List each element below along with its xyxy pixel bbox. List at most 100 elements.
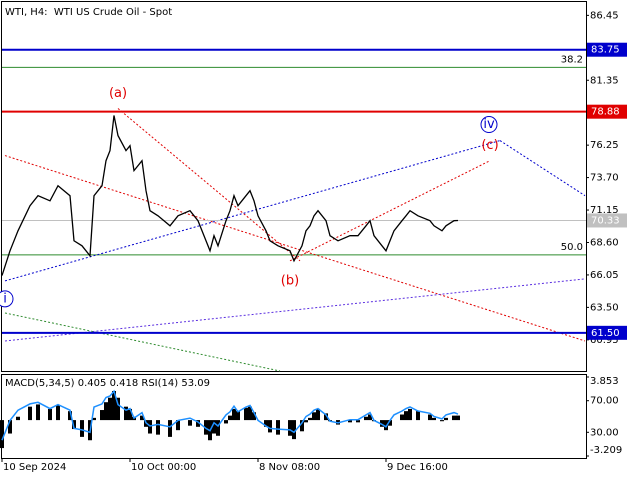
level-label: 61.50 <box>591 328 620 339</box>
macd-bar <box>364 416 368 421</box>
level-box <box>587 325 627 340</box>
rsi-tick-label: 70.00 <box>590 396 619 407</box>
macd-bar <box>440 420 444 422</box>
macd-bar <box>224 420 228 424</box>
y-tick-label: 71.15 <box>590 205 619 216</box>
macd-bar <box>404 411 408 421</box>
macd-bar <box>108 397 112 421</box>
macd-bar <box>116 397 120 421</box>
main-frame <box>1 1 587 372</box>
macd-bar <box>428 414 432 421</box>
macd-bar <box>316 408 320 421</box>
macd-bar <box>264 420 268 427</box>
wave-circle <box>480 116 498 134</box>
trend-line <box>117 108 301 262</box>
macd-bar <box>304 420 308 423</box>
level-label: 70.33 <box>591 215 620 226</box>
y-tick-label: 73.70 <box>590 173 619 184</box>
macd-bar <box>324 413 328 421</box>
level-label: 78.88 <box>591 107 620 118</box>
macd-bar <box>68 411 72 421</box>
macd-bar <box>432 417 436 421</box>
level-box <box>587 42 627 57</box>
macd-bar <box>300 420 304 432</box>
macd-bar <box>248 406 252 421</box>
macd-bar <box>124 406 128 421</box>
macd-bar <box>232 408 236 421</box>
x-tick-label: 8 Nov 08:00 <box>259 462 320 473</box>
macd-bar <box>268 420 272 433</box>
y-tick-label: 66.05 <box>590 270 619 281</box>
macd-bar <box>408 408 412 421</box>
fib-label: 38.2 <box>561 54 583 65</box>
level-label: 83.75 <box>591 45 620 56</box>
macd-bar <box>308 417 312 421</box>
rsi-tick-label: 30.00 <box>590 427 619 438</box>
chart-title: WTI, H4: WTI US Crude Oil - Spot <box>5 7 172 18</box>
wave-label: (a) <box>109 86 127 101</box>
wave-label: (c) <box>481 138 498 153</box>
y-tick-label: 3.853 <box>590 376 619 387</box>
wave-label: (b) <box>281 273 299 288</box>
macd-bar <box>100 410 104 421</box>
macd-bar <box>196 420 200 427</box>
macd-bar <box>456 415 460 421</box>
trend-line <box>4 312 281 372</box>
macd-bar <box>380 420 384 427</box>
macd-bar <box>312 412 316 421</box>
macd-bar <box>416 411 420 421</box>
macd-bar <box>276 420 280 435</box>
wave-circle <box>0 290 14 308</box>
macd-bar <box>28 406 32 421</box>
macd-bar <box>236 411 240 421</box>
macd-bar <box>452 415 456 421</box>
trend-line <box>499 140 586 197</box>
macd-bar <box>72 420 76 430</box>
fib-label: 50.0 <box>561 242 583 253</box>
macd-bar <box>156 420 160 435</box>
y-tick-label: 86.45 <box>590 10 619 21</box>
macd-bar <box>140 415 144 421</box>
macd-bar <box>92 417 96 421</box>
macd-bar <box>168 420 172 437</box>
macd-bar <box>188 420 192 426</box>
x-tick-label: 10 Sep 2024 <box>3 462 66 473</box>
macd-bar <box>388 420 392 426</box>
macd-bar <box>228 415 232 421</box>
y-tick-label: 63.50 <box>590 302 619 313</box>
price-line <box>1 115 459 276</box>
macd-bar <box>36 404 40 421</box>
macd-bar <box>444 417 448 421</box>
macd-bar <box>176 420 180 431</box>
macd-bar <box>288 420 292 436</box>
trend-line <box>4 278 586 342</box>
wave-label: iv <box>483 117 495 132</box>
macd-bar <box>80 420 84 437</box>
y-tick-label: -3.209 <box>590 445 622 456</box>
macd-bar <box>0 420 4 449</box>
macd-bar <box>252 412 256 421</box>
macd-bar <box>348 420 352 423</box>
macd-bar <box>216 420 220 436</box>
trend-line <box>289 160 491 262</box>
macd-bar <box>204 420 208 435</box>
y-tick-label: 60.95 <box>590 335 619 346</box>
x-tick-label: 9 Dec 16:00 <box>387 462 448 473</box>
macd-bar <box>112 391 116 421</box>
macd-bar <box>8 420 12 434</box>
macd-bar <box>128 408 132 421</box>
y-tick-label: 68.60 <box>590 237 619 248</box>
rsi-line <box>1 389 459 441</box>
macd-bar <box>104 402 108 421</box>
macd-bar <box>16 416 20 421</box>
trend-line <box>4 140 501 282</box>
macd-bar <box>400 414 404 421</box>
y-tick-label: 81.35 <box>590 75 619 86</box>
macd-bar <box>148 420 152 434</box>
macd-bar <box>212 420 216 434</box>
level-box <box>587 213 627 228</box>
macd-bar <box>368 414 372 421</box>
